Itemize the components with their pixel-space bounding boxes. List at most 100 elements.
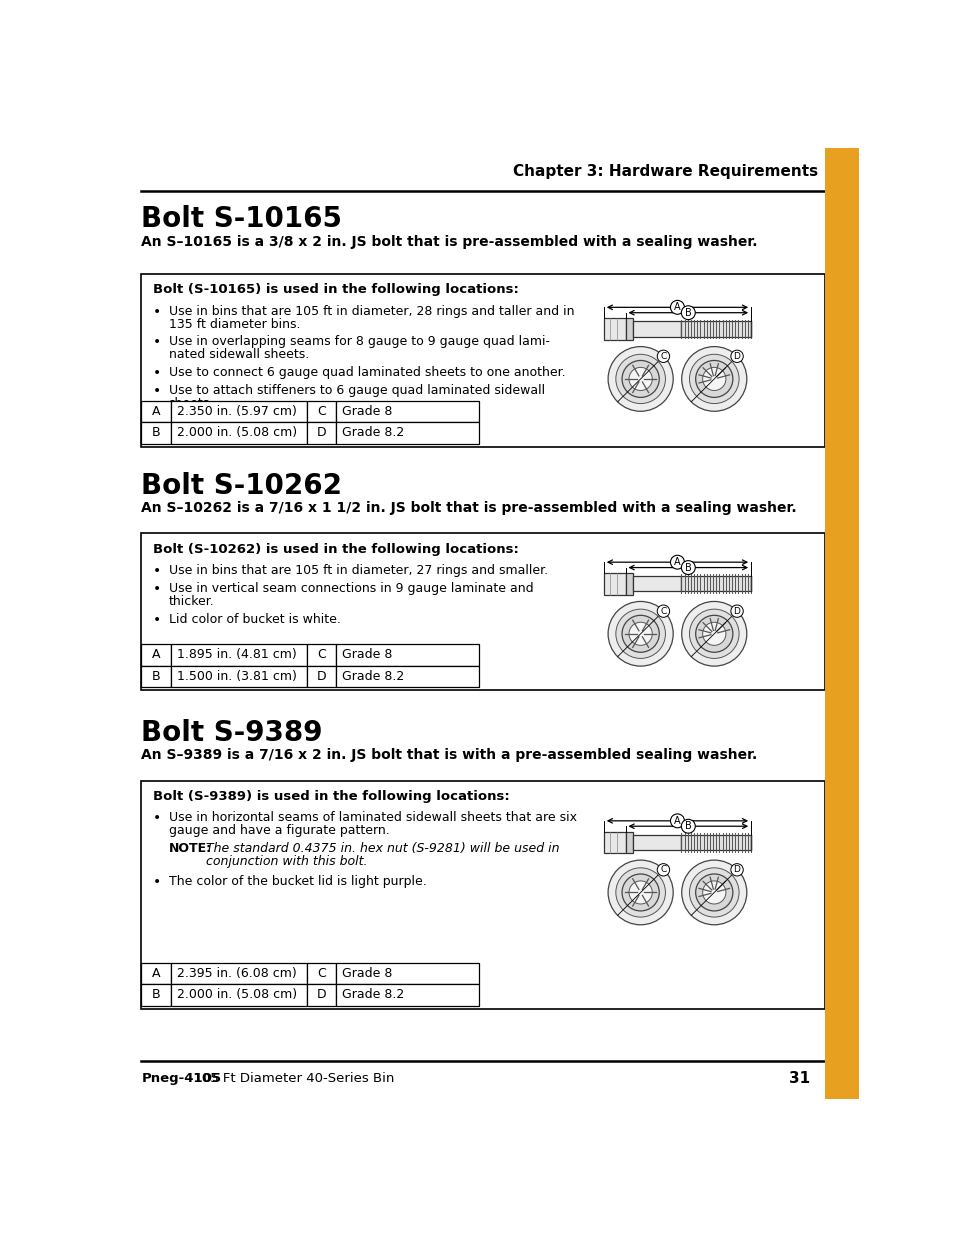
- Text: Grade 8.2: Grade 8.2: [342, 988, 404, 1002]
- Text: 1.895 in. (4.81 cm): 1.895 in. (4.81 cm): [177, 648, 296, 661]
- Bar: [335, 422, 478, 443]
- Bar: [625, 573, 633, 594]
- Text: D: D: [733, 606, 740, 615]
- Text: 2.000 in. (5.08 cm): 2.000 in. (5.08 cm): [177, 426, 297, 440]
- Circle shape: [695, 615, 732, 652]
- Bar: [306, 400, 335, 422]
- Bar: [306, 643, 335, 666]
- Text: B: B: [684, 308, 691, 317]
- Circle shape: [621, 361, 659, 398]
- Text: •: •: [152, 366, 161, 380]
- Text: 31: 31: [788, 1071, 810, 1086]
- Text: •: •: [152, 582, 161, 595]
- Circle shape: [607, 860, 673, 925]
- Text: Grade 8: Grade 8: [342, 967, 392, 979]
- Circle shape: [621, 874, 659, 911]
- Bar: [306, 666, 335, 687]
- Text: The color of the bucket lid is light blue.: The color of the bucket lid is light blu…: [169, 415, 413, 427]
- Bar: [141, 666, 171, 687]
- Circle shape: [689, 609, 739, 658]
- Text: An S–10165 is a 3/8 x 2 in. JS bolt that is pre-assembled with a sealing washer.: An S–10165 is a 3/8 x 2 in. JS bolt that…: [141, 235, 757, 248]
- Text: •: •: [152, 415, 161, 429]
- Circle shape: [702, 367, 725, 390]
- Bar: [335, 962, 478, 984]
- Bar: [633, 321, 680, 337]
- Text: Bolt (S-9389) is used in the following locations:: Bolt (S-9389) is used in the following l…: [152, 790, 509, 803]
- Text: Use in bins that are 105 ft in diameter, 28 rings and taller and in: Use in bins that are 105 ft in diameter,…: [169, 305, 574, 317]
- Circle shape: [607, 347, 673, 411]
- Circle shape: [695, 361, 732, 398]
- Text: C: C: [316, 648, 325, 661]
- Text: thicker.: thicker.: [169, 595, 214, 608]
- Bar: [306, 422, 335, 443]
- Circle shape: [730, 605, 742, 618]
- Text: 105 Ft Diameter 40-Series Bin: 105 Ft Diameter 40-Series Bin: [190, 1072, 395, 1084]
- Circle shape: [621, 615, 659, 652]
- Bar: [141, 400, 171, 422]
- Text: •: •: [152, 564, 161, 578]
- Text: Grade 8: Grade 8: [342, 648, 392, 661]
- Bar: [335, 400, 478, 422]
- Text: 2.000 in. (5.08 cm): 2.000 in. (5.08 cm): [177, 988, 297, 1002]
- Bar: [171, 962, 306, 984]
- Circle shape: [670, 814, 683, 827]
- Text: C: C: [316, 405, 325, 417]
- Bar: [141, 781, 823, 1009]
- Bar: [335, 643, 478, 666]
- Text: B: B: [684, 821, 691, 831]
- Bar: [633, 835, 680, 850]
- Text: Use in bins that are 105 ft in diameter, 27 rings and smaller.: Use in bins that are 105 ft in diameter,…: [169, 564, 547, 577]
- Text: B: B: [152, 669, 160, 683]
- Text: B: B: [152, 988, 160, 1002]
- Text: •: •: [152, 811, 161, 825]
- Bar: [680, 321, 750, 337]
- Circle shape: [689, 354, 739, 404]
- Bar: [171, 400, 306, 422]
- Bar: [141, 643, 171, 666]
- Bar: [680, 576, 750, 592]
- Bar: [141, 534, 823, 690]
- Text: D: D: [733, 866, 740, 874]
- Bar: [171, 643, 306, 666]
- Text: C: C: [659, 866, 666, 874]
- Text: An S–9389 is a 7/16 x 2 in. JS bolt that is with a pre-assembled sealing washer.: An S–9389 is a 7/16 x 2 in. JS bolt that…: [141, 748, 757, 762]
- Text: The standard 0.4375 in. hex nut (S-9281) will be used in: The standard 0.4375 in. hex nut (S-9281)…: [206, 842, 558, 855]
- Circle shape: [670, 300, 683, 314]
- Text: 135 ft diameter bins.: 135 ft diameter bins.: [169, 317, 300, 331]
- Text: D: D: [316, 669, 326, 683]
- Bar: [141, 274, 823, 447]
- Circle shape: [730, 863, 742, 876]
- Text: Grade 8.2: Grade 8.2: [342, 426, 404, 440]
- Circle shape: [681, 860, 746, 925]
- Bar: [141, 962, 171, 984]
- Bar: [306, 962, 335, 984]
- Text: •: •: [152, 305, 161, 319]
- Text: conjunction with this bolt.: conjunction with this bolt.: [206, 856, 367, 868]
- Bar: [680, 835, 750, 850]
- Text: Lid color of bucket is white.: Lid color of bucket is white.: [169, 613, 340, 626]
- Text: nated sidewall sheets.: nated sidewall sheets.: [169, 348, 309, 362]
- Text: •: •: [152, 613, 161, 626]
- Bar: [603, 573, 625, 594]
- Circle shape: [680, 561, 695, 574]
- Bar: [141, 422, 171, 443]
- Text: Bolt S-10165: Bolt S-10165: [141, 205, 342, 233]
- Bar: [141, 984, 171, 1005]
- Text: D: D: [316, 426, 326, 440]
- Circle shape: [702, 881, 725, 904]
- Text: Grade 8: Grade 8: [342, 405, 392, 417]
- Bar: [633, 576, 680, 592]
- Text: A: A: [674, 303, 680, 312]
- Circle shape: [681, 347, 746, 411]
- Text: C: C: [659, 606, 666, 615]
- Circle shape: [628, 622, 652, 646]
- Bar: [625, 831, 633, 853]
- Text: Use in horizontal seams of laminated sidewall sheets that are six: Use in horizontal seams of laminated sid…: [169, 811, 576, 825]
- Text: A: A: [674, 816, 680, 826]
- Bar: [171, 422, 306, 443]
- Text: •: •: [152, 874, 161, 888]
- Circle shape: [616, 868, 665, 918]
- Text: 2.350 in. (5.97 cm): 2.350 in. (5.97 cm): [177, 405, 296, 417]
- Circle shape: [670, 556, 683, 569]
- Text: NOTE:: NOTE:: [169, 842, 212, 855]
